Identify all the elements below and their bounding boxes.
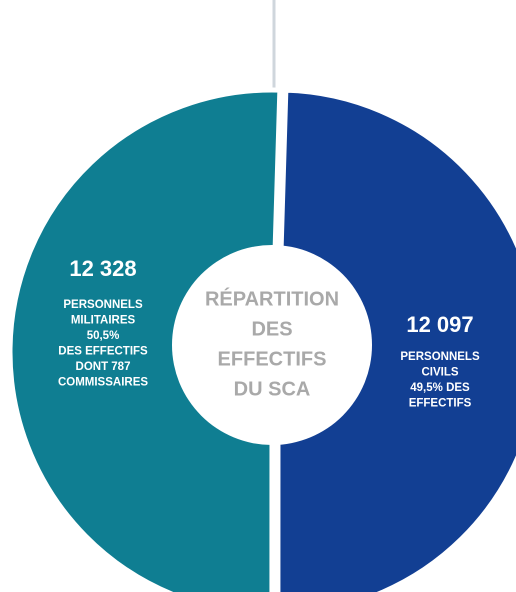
slice-label: COMMISSAIRES	[58, 377, 148, 389]
slice-label: PERSONNELS	[63, 299, 143, 311]
slice-label: EFFECTIFS	[409, 398, 472, 410]
slice-label: DES EFFECTIFS	[58, 346, 148, 358]
pie-slice	[275, 87, 516, 592]
slice-label: 50,5%	[87, 330, 120, 342]
slice-label: DONT 787	[76, 361, 131, 373]
slice-label: 49,5% DES	[410, 382, 470, 394]
value-label: 12 328	[69, 256, 136, 281]
value-label: 12 097	[406, 312, 473, 337]
chart-title: EFFECTIFS	[218, 348, 327, 370]
pie-slice	[7, 87, 283, 592]
center-circle	[172, 245, 372, 445]
slice-label: PERSONNELS	[400, 351, 480, 363]
slice-label: MILITAIRES	[71, 315, 136, 327]
chart-title: RÉPARTITION	[205, 287, 339, 310]
chart-title: DU SCA	[234, 378, 311, 400]
slice-label: CIVILS	[421, 367, 458, 379]
chart-title: DES	[251, 318, 292, 340]
